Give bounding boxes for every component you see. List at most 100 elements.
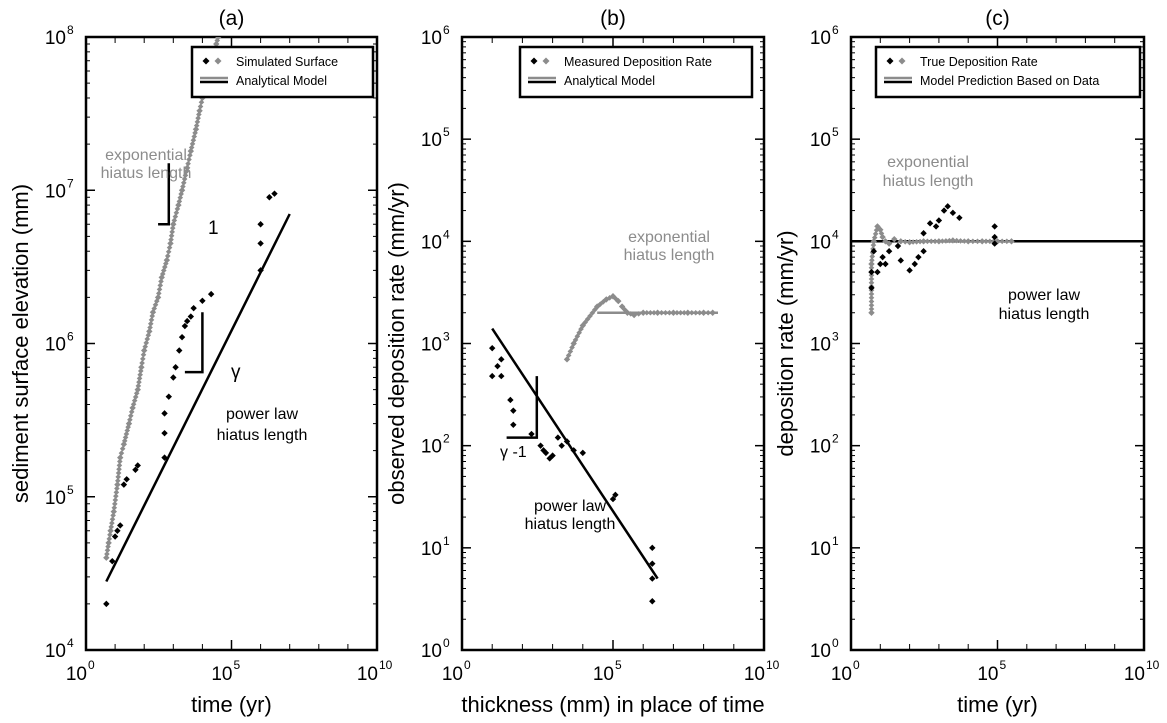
data-point — [565, 352, 572, 359]
data-point — [991, 223, 998, 230]
data-point — [935, 217, 943, 224]
data-point — [196, 107, 203, 114]
data-point — [185, 160, 191, 167]
data-point — [932, 238, 938, 245]
x-axis-label: time (yr) — [191, 692, 272, 717]
data-point — [118, 450, 125, 456]
data-point — [133, 390, 140, 397]
y-tick-exponent: 4 — [67, 636, 74, 650]
panel-label: (a) — [219, 7, 245, 30]
y-tick-label: 10 — [421, 130, 442, 151]
data-point — [119, 445, 126, 452]
data-point — [178, 333, 186, 341]
data-point — [906, 239, 913, 246]
annotation: hiatus length — [101, 165, 192, 182]
data-point — [879, 253, 886, 261]
data-point — [157, 282, 164, 289]
model-line-1 — [491, 327, 659, 580]
data-point — [131, 397, 138, 404]
annotation: hiatus length — [883, 173, 974, 190]
x-tick-exponent: 0 — [464, 658, 471, 672]
annotation: power law — [534, 498, 606, 515]
data-point — [111, 504, 118, 511]
data-point — [115, 477, 121, 484]
y-axis-label: observed deposition rate (mm/yr) — [384, 182, 409, 505]
annotation: exponential — [628, 229, 710, 246]
data-point — [198, 99, 205, 106]
chart-panel-2: 10 010 110 210 310 410 510 610 0 10 5 10 10(b)thickn… — [384, 7, 780, 717]
data-point — [112, 501, 118, 507]
data-point — [567, 348, 574, 355]
data-point — [891, 235, 898, 243]
data-point — [257, 221, 264, 228]
data-point — [874, 223, 881, 230]
data-point — [549, 452, 556, 459]
data-point — [182, 172, 189, 179]
data-point — [113, 493, 119, 499]
data-point — [939, 238, 946, 244]
annotation: hiatus length — [624, 247, 715, 264]
data-point — [167, 240, 174, 247]
legend-label: Simulated Surface — [236, 55, 338, 69]
legend-marker — [214, 57, 222, 65]
data-point — [117, 522, 124, 529]
y-tick-exponent: 0 — [832, 636, 839, 650]
data-point — [528, 430, 535, 438]
x-tick-exponent: 0 — [88, 658, 95, 672]
data-point — [123, 431, 130, 437]
data-point — [103, 554, 110, 561]
y-tick-label: 10 — [421, 232, 442, 253]
model-line-1 — [105, 213, 291, 583]
data-point — [1008, 238, 1015, 245]
data-point — [920, 238, 927, 245]
legend-box — [874, 45, 1142, 99]
data-point — [134, 386, 141, 393]
legend-label: True Deposition Rate — [920, 55, 1038, 69]
x-tick-label: 10 — [831, 664, 852, 685]
data-point — [640, 309, 647, 316]
y-tick-exponent: 5 — [832, 125, 839, 139]
data-point — [965, 238, 972, 245]
y-tick-exponent: 2 — [443, 432, 450, 446]
data-point — [868, 284, 875, 292]
data-point — [117, 454, 124, 461]
data-point — [911, 260, 918, 268]
data-point — [169, 229, 175, 235]
data-point — [163, 260, 169, 267]
data-point — [594, 303, 601, 310]
data-point — [510, 421, 517, 429]
data-point — [991, 240, 998, 247]
legend-marker — [542, 57, 550, 65]
data-point — [187, 152, 193, 159]
data-point — [181, 322, 189, 330]
data-point — [978, 238, 986, 245]
y-tick-label: 10 — [810, 335, 831, 356]
data-point — [188, 144, 195, 151]
data-point — [709, 309, 716, 316]
data-point — [928, 238, 935, 245]
data-point — [649, 544, 656, 552]
data-point — [868, 298, 875, 305]
y-tick-exponent: 8 — [67, 23, 74, 37]
data-point — [174, 206, 181, 212]
data-point — [670, 309, 677, 316]
data-point — [946, 237, 953, 244]
annotation: power law — [1008, 287, 1080, 304]
x-tick-exponent: 5 — [1000, 658, 1007, 672]
x-tick-exponent: 10 — [1146, 658, 1160, 672]
y-tick-exponent: 0 — [443, 636, 450, 650]
data-point — [127, 416, 133, 423]
legend-marker — [530, 57, 538, 65]
legend-marker — [898, 57, 906, 65]
y-tick-label: 10 — [421, 335, 442, 356]
y-tick-exponent: 3 — [443, 330, 450, 344]
data-point — [897, 238, 904, 245]
data-point — [677, 309, 684, 316]
data-point — [868, 302, 875, 309]
data-point — [651, 309, 657, 316]
data-point — [123, 476, 130, 483]
series-2 — [868, 203, 998, 292]
annotation: hiatus length — [217, 427, 308, 444]
data-point — [124, 427, 131, 434]
data-point — [510, 407, 517, 414]
